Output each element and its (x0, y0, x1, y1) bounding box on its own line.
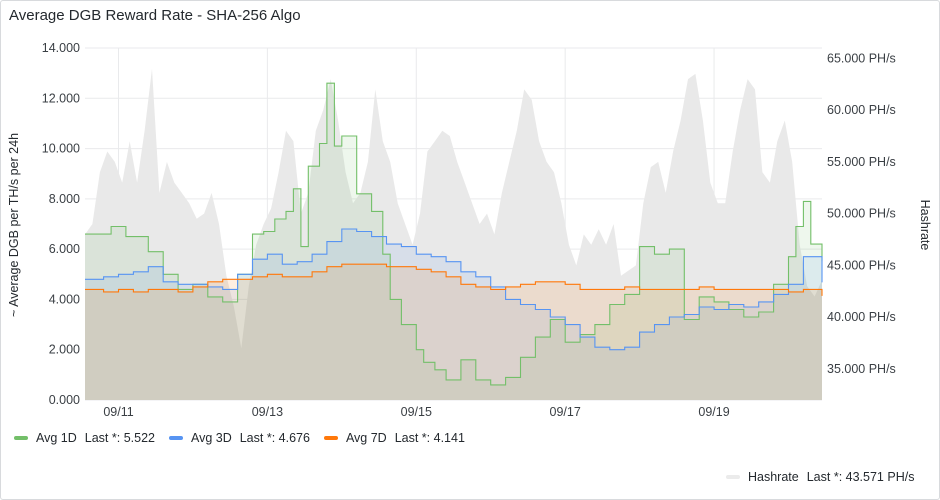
legend-series-name: Avg 3D (190, 431, 232, 445)
series-area-avg-7d (85, 264, 822, 400)
y-axis-label: ~ Average DGB per TH/s per 24h (7, 133, 21, 317)
legend-item-hashrate[interactable]: Hashrate Last *: 43.571 PH/s (726, 470, 914, 484)
legend-swatch-avg-7d (323, 436, 338, 440)
y2-tick-label: 65.000 PH/s (827, 51, 896, 65)
legend-swatch-avg-1d (14, 436, 28, 440)
y-tick-label: 14.000 (42, 41, 80, 55)
legend-last-label: Last *: (84, 431, 121, 445)
x-tick-label: 09/19 (698, 405, 729, 419)
legend-series-name: Avg 7D (345, 431, 387, 445)
series-area-avg-1d (85, 83, 822, 400)
legend-last-value: 4.676 (278, 431, 310, 445)
legend-last-label: Last *: (806, 470, 843, 484)
legend-last-label: Last *: (239, 431, 276, 445)
legend-last-label: Last *: (394, 431, 431, 445)
legend-series-name: Avg 1D (36, 431, 77, 445)
y-tick-label: 6.000 (49, 242, 80, 256)
y-tick-label: 0.000 (49, 393, 80, 407)
y-tick-label: 10.000 (42, 142, 80, 156)
legend-series-name: Hashrate (748, 470, 799, 484)
y-tick-label: 2.000 (49, 343, 80, 357)
panel-title[interactable]: Average DGB Reward Rate - SHA-256 Algo (9, 7, 301, 24)
series-line-avg-7d[interactable] (85, 263, 823, 296)
y2-tick-label: 35.000 PH/s (827, 362, 896, 376)
legend-item-avg-3d[interactable]: Avg 3D Last *: 4.676 (168, 431, 310, 445)
y2-tick-label: 55.000 PH/s (827, 155, 896, 169)
y-tick-label: 8.000 (49, 192, 80, 206)
y-tick-label: 4.000 (49, 292, 80, 306)
legend-item-avg-1d[interactable]: Avg 1D Last *: 5.522 (14, 431, 155, 445)
y-axis-ticks: 0.000 2.000 4.000 6.000 8.000 10.000 12.000 14.… (42, 41, 80, 407)
y2-axis-label: Hashrate (918, 200, 932, 251)
y2-tick-label: 60.000 PH/s (827, 103, 896, 117)
legend-swatch-avg-3d (168, 436, 183, 440)
y-tick-label: 12.000 (42, 91, 80, 105)
x-tick-label: 09/17 (550, 405, 581, 419)
legend: Avg 1D Last *: 5.522 Avg 3D Last *: 4.67… (14, 431, 465, 445)
y2-tick-label: 45.000 PH/s (827, 258, 896, 272)
series-line-avg-3d[interactable] (85, 228, 823, 351)
legend-item-avg-7d[interactable]: Avg 7D Last *: 4.141 (323, 431, 465, 445)
legend-last-value: 4.141 (433, 431, 465, 445)
y2-tick-label: 50.000 PH/s (827, 207, 896, 221)
series-fills (85, 68, 822, 400)
x-tick-label: 09/15 (401, 405, 432, 419)
series-area-hashrate (85, 68, 822, 400)
y2-tick-label: 40.000 PH/s (827, 310, 896, 324)
legend-last-value: 5.522 (123, 431, 155, 445)
x-tick-label: 09/13 (252, 405, 283, 419)
series-area-avg-3d (85, 229, 822, 400)
y2-axis-ticks: 35.000 PH/s 40.000 PH/s 45.000 PH/s 50.000 … (827, 51, 896, 376)
legend-swatch-hashrate (726, 475, 740, 479)
x-axis-ticks: 09/11 09/13 09/15 09/17 09/19 (103, 405, 729, 419)
legend-last-value: 43.571 PH/s (845, 470, 915, 484)
series-lines (85, 82, 823, 386)
x-tick-label: 09/11 (103, 405, 133, 419)
